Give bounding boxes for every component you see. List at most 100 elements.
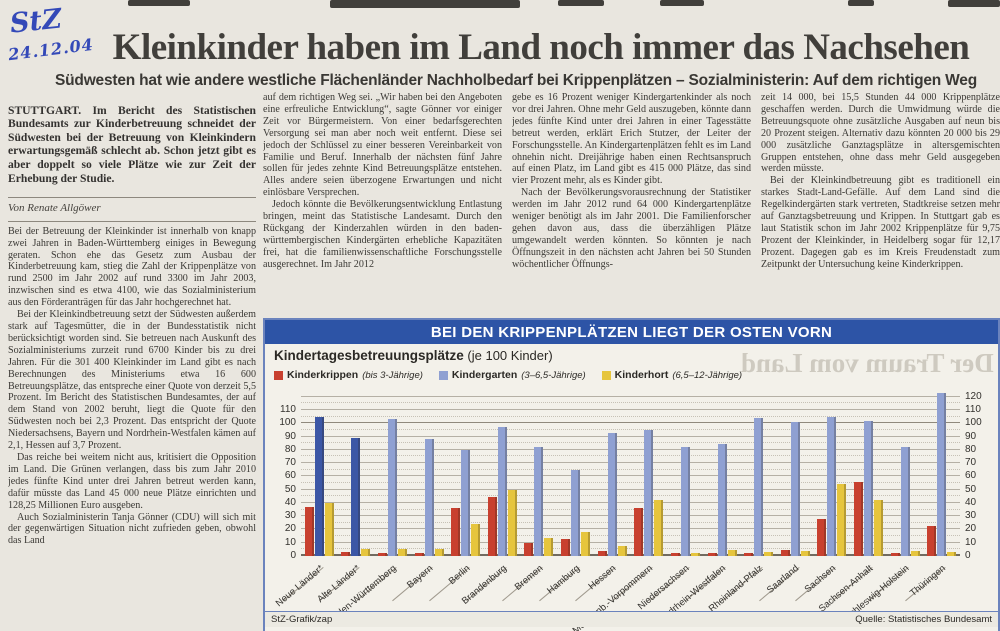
gridline (301, 448, 960, 450)
axis-tick-label: 80 (284, 443, 296, 455)
bar-series-2 (654, 500, 664, 556)
chart-footer: StZ-Grafik/zap Quelle: Statistisches Bun… (265, 611, 998, 627)
bar-group (850, 420, 887, 556)
gridline (301, 408, 960, 410)
bar-series-0 (927, 526, 937, 556)
axis-tick-label: 40 (284, 496, 296, 508)
gridline (301, 495, 960, 497)
chart-plot (301, 390, 960, 556)
gridline (301, 402, 960, 404)
gridline (301, 428, 960, 430)
bar-series-0 (414, 552, 424, 556)
bar-series-1 (937, 392, 947, 556)
chart-subtitle-bold: Kindertagesbetreuungsplätze (274, 348, 464, 363)
bar-series-1 (424, 439, 434, 556)
bar-series-2 (617, 546, 627, 556)
legend-item: Kindergarten (3–6,5-Jährige) (438, 369, 586, 381)
bar-group (630, 429, 667, 556)
bar-series-0 (890, 552, 900, 556)
axis-tick-label: 0 (965, 550, 971, 561)
gridline (301, 435, 960, 437)
bar-series-1 (863, 420, 873, 556)
axis-tick-label: 30 (965, 510, 977, 522)
bar-series-0 (707, 553, 717, 556)
gridline (301, 548, 960, 550)
bar-series-2 (873, 500, 883, 556)
axis-tick-label: 10 (284, 536, 296, 548)
gridline (301, 422, 960, 424)
axis-tick-label: 20 (284, 523, 296, 535)
axis-tick-label: 50 (965, 483, 977, 495)
chart-title-bar: BEI DEN KRIPPENPLÄTZEN LIEGT DER OSTEN V… (265, 320, 998, 344)
bar-series-2 (690, 552, 700, 556)
axis-tick-label: 70 (284, 457, 296, 468)
bar-series-2 (544, 538, 554, 556)
article-columns-2-4: auf dem richtigen Weg sei. „Wir haben be… (263, 92, 1000, 318)
axis-tick-label: 0 (290, 550, 296, 561)
gridline (301, 395, 960, 397)
axis-tick-label: 40 (965, 496, 977, 508)
bar-series-2 (764, 552, 774, 556)
paragraph: auf dem richtigen Weg sei. „Wir haben be… (263, 92, 502, 199)
bar-series-1 (571, 469, 581, 556)
gridline (301, 521, 960, 523)
bar-series-0 (597, 550, 607, 556)
bar-series-0 (341, 552, 351, 556)
axis-tick-label: 110 (280, 403, 296, 415)
handwritten-date: 24.12.04 (7, 34, 95, 65)
bar-series-1 (754, 417, 764, 556)
rule (8, 220, 256, 222)
axis-tick-label: 110 (965, 403, 981, 415)
gridline (301, 541, 960, 543)
bar-series-1 (717, 444, 727, 556)
legend-label: Kinderhort (614, 369, 669, 381)
axis-tick-label: 90 (284, 430, 296, 442)
paragraph: gebe es 16 Prozent weniger Kindergartenk… (512, 92, 751, 187)
bar-series-1 (607, 433, 617, 556)
bar-group (484, 427, 521, 556)
bar-series-1 (497, 427, 507, 556)
rule (8, 196, 256, 198)
bar-series-1 (900, 447, 910, 556)
bar-series-2 (910, 550, 920, 556)
bar-series-0 (634, 508, 644, 556)
category-cell: Thüringen (905, 558, 960, 612)
bar-series-0 (451, 508, 461, 556)
legend-item: Kinderkrippen (bis 3-Jährige) (274, 369, 423, 381)
bar-series-0 (524, 543, 534, 556)
axis-tick-label: 10 (965, 536, 977, 548)
bar-group (740, 417, 777, 556)
chart-source: Quelle: Statistisches Bundesamt (855, 614, 992, 625)
gridline (301, 528, 960, 530)
chart-credit: StZ-Grafik/zap (271, 614, 333, 625)
chart-plot-area: 110 100 90 80 70 60 50 40 30 20 10 0 120 110 100 90 80 7… (273, 390, 989, 631)
paragraph: zeit 14 000, bei 15,5 Stunden 44 000 Kri… (761, 92, 1000, 175)
bar-series-2 (434, 548, 444, 556)
chart-subtitle-rest: (je 100 Kinder) (463, 348, 553, 363)
gridline (301, 462, 960, 463)
bar-series-0 (780, 550, 790, 556)
axis-tick-label: 30 (284, 510, 296, 522)
legend-swatch (601, 370, 611, 380)
chart-bars (301, 390, 960, 556)
y-axis-right: 120 110 100 90 80 70 60 50 40 30 20 10 0 (965, 380, 989, 561)
bar-series-2 (471, 524, 481, 556)
paragraph: Bei der Kleinkindbetreuung gibt es tradi… (761, 175, 1000, 270)
category-label: Neue Länder* (273, 563, 326, 610)
gridline (301, 475, 960, 477)
bar-group (411, 439, 448, 556)
paragraph: Jedoch könnte die Bevölkerungsentwicklun… (263, 199, 502, 270)
bar-group (521, 447, 558, 556)
bar-series-0 (853, 481, 863, 556)
bar-series-2 (837, 484, 847, 556)
chart-title: BEI DEN KRIPPENPLÄTZEN LIEGT DER OSTEN V… (430, 323, 833, 341)
bar-group (667, 447, 704, 556)
bar-series-0 (487, 496, 497, 556)
category-label: Berlin (446, 563, 473, 588)
chart-box: BEI DEN KRIPPENPLÄTZEN LIEGT DER OSTEN V… (263, 318, 1000, 631)
bar-series-0 (670, 553, 680, 556)
gridline (301, 468, 960, 470)
article-column-4: zeit 14 000, bei 15,5 Stunden 44 000 Kri… (761, 92, 1000, 318)
bar-series-0 (304, 506, 314, 556)
